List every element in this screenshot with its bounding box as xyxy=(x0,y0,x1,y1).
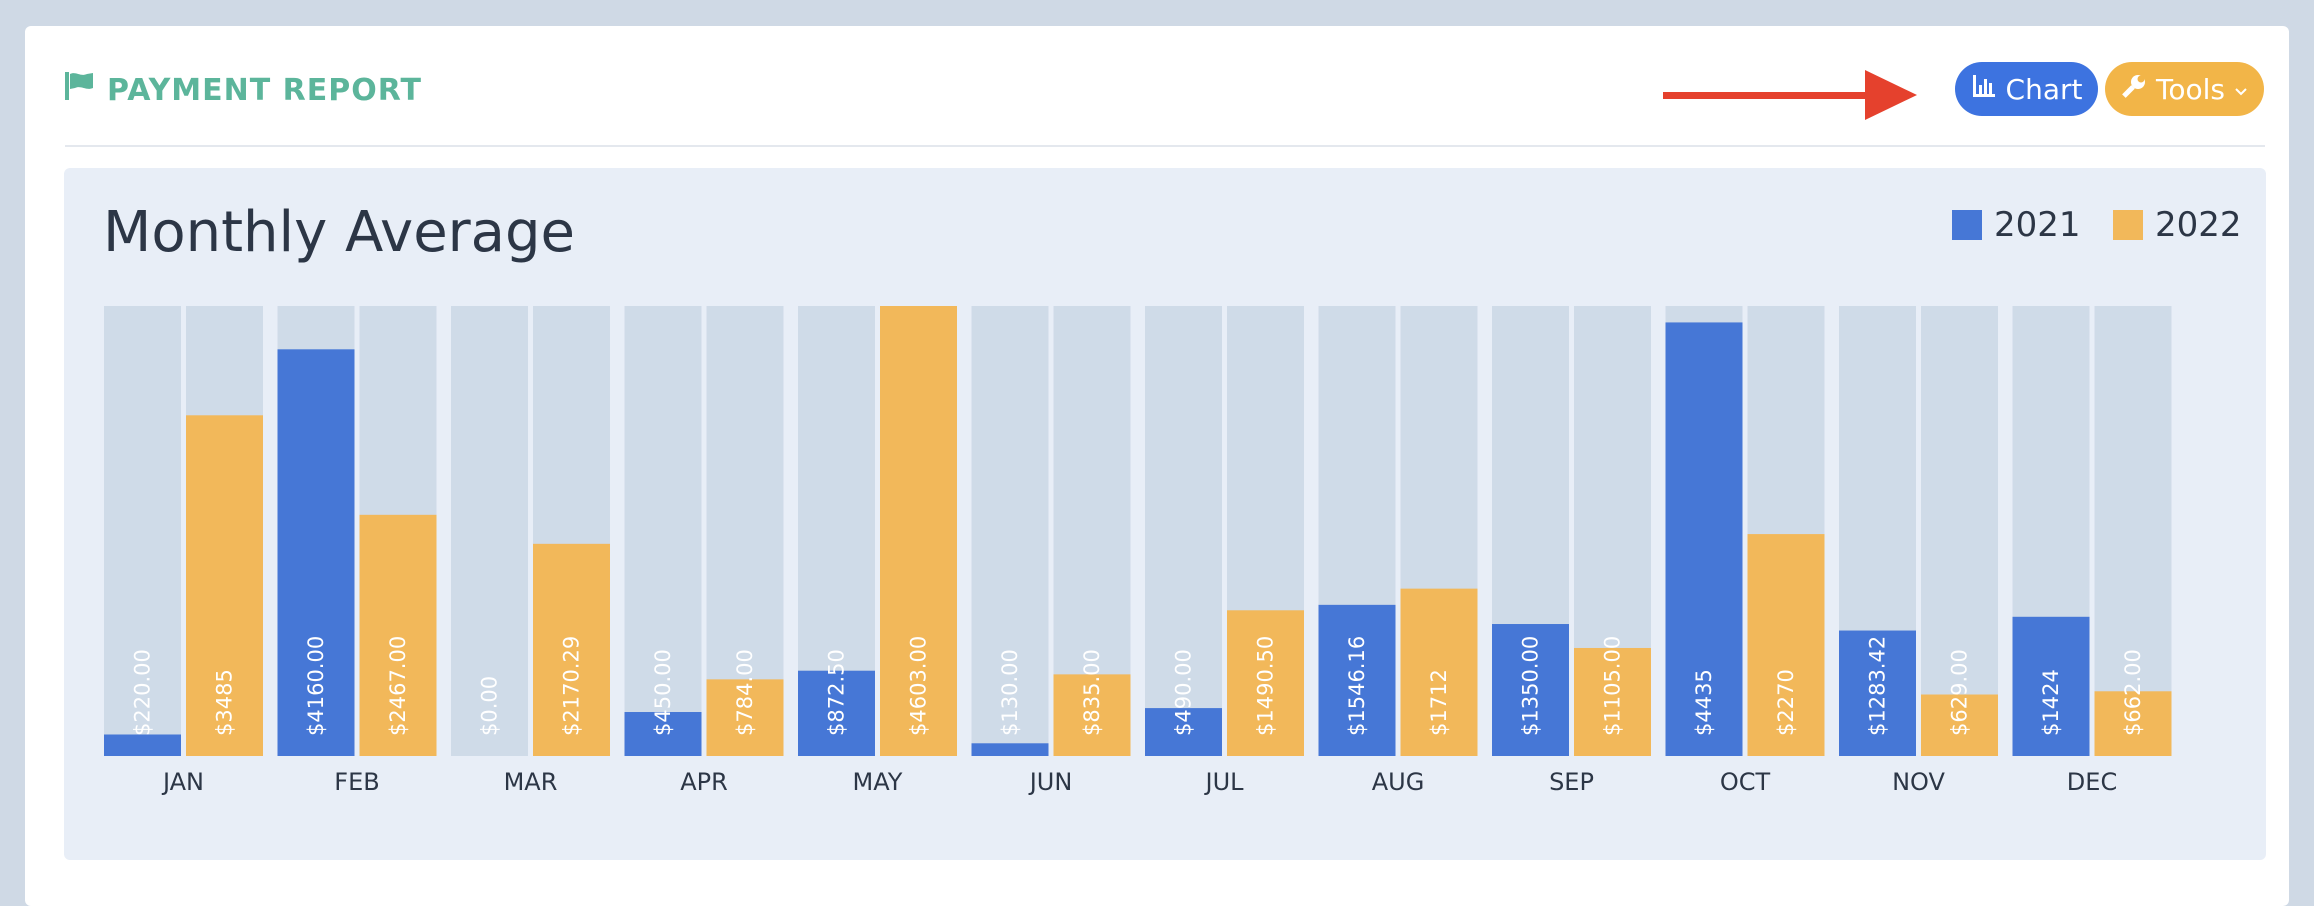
data-label-oct-2022: $2270 xyxy=(1774,669,1798,736)
bar-jan-2022[interactable] xyxy=(186,415,263,756)
legend-label-2021: 2021 xyxy=(1994,205,2081,245)
bar-jul-2022[interactable] xyxy=(1227,610,1304,756)
data-label-aug-2022: $1712 xyxy=(1427,669,1451,736)
bar-track-jan-2021 xyxy=(104,306,181,756)
x-tick-label-may: MAY xyxy=(853,768,903,796)
data-label-jun-2022: $835.00 xyxy=(1080,649,1104,736)
bar-dec-2021[interactable] xyxy=(2012,616,2090,756)
bar-may-2021[interactable] xyxy=(798,670,875,756)
data-label-jan-2021: $220.00 xyxy=(131,649,155,736)
data-label-nov-2021: $1283.42 xyxy=(1866,636,1890,736)
bar-aug-2021[interactable] xyxy=(1318,604,1396,756)
bar-nov-2021[interactable] xyxy=(1839,630,1916,756)
chevron-down-icon xyxy=(2234,73,2248,106)
data-label-may-2022: $4603.00 xyxy=(907,636,931,736)
data-label-feb-2022: $2467.00 xyxy=(386,636,410,736)
x-tick-label-jan: JAN xyxy=(161,768,204,796)
bar-mar-2022[interactable] xyxy=(533,543,610,756)
bar-track-mar-2021 xyxy=(451,306,528,756)
bar-jan-2021[interactable] xyxy=(104,734,181,756)
bar-oct-2022[interactable] xyxy=(1747,534,1825,756)
legend-label-2022: 2022 xyxy=(2155,205,2242,245)
data-label-dec-2022: $662.00 xyxy=(2121,649,2145,736)
data-label-sep-2021: $1350.00 xyxy=(1519,636,1543,736)
data-label-apr-2021: $450.00 xyxy=(651,649,675,736)
bar-chart-icon xyxy=(1971,73,1997,106)
wrench-icon xyxy=(2121,73,2147,106)
data-label-aug-2021: $1546.16 xyxy=(1345,636,1369,736)
data-label-mar-2022: $2170.29 xyxy=(560,636,584,736)
x-tick-label-aug: AUG xyxy=(1372,768,1425,796)
bar-oct-2021[interactable] xyxy=(1665,322,1743,756)
data-label-sep-2022: $1105.00 xyxy=(1601,636,1625,736)
x-tick-label-nov: NOV xyxy=(1892,768,1945,796)
x-tick-label-feb: FEB xyxy=(334,768,379,796)
data-label-nov-2022: $629.00 xyxy=(1948,649,1972,736)
bar-apr-2022[interactable] xyxy=(706,679,784,756)
data-label-feb-2021: $4160.00 xyxy=(304,636,328,736)
x-tick-label-jul: JUL xyxy=(1203,768,1244,796)
bar-jun-2021[interactable] xyxy=(971,743,1049,756)
legend-swatch-2021 xyxy=(1952,210,1982,240)
flag-icon xyxy=(65,72,95,108)
data-label-jun-2021: $130.00 xyxy=(998,649,1022,736)
page-title: PAYMENT REPORT xyxy=(65,70,422,110)
data-label-mar-2021: $0.00 xyxy=(478,676,502,736)
x-tick-label-apr: APR xyxy=(680,768,728,796)
data-label-jul-2022: $1490.50 xyxy=(1254,636,1278,736)
bar-sep-2021[interactable] xyxy=(1492,624,1569,756)
bar-feb-2022[interactable] xyxy=(359,514,437,756)
bar-may-2022[interactable] xyxy=(880,306,957,756)
data-label-jan-2022: $3485 xyxy=(213,669,237,736)
x-tick-label-mar: MAR xyxy=(504,768,558,796)
x-tick-label-oct: OCT xyxy=(1720,768,1771,796)
bar-dec-2022[interactable] xyxy=(2094,691,2172,756)
legend-item-2022: 2022 xyxy=(2113,205,2242,245)
bar-feb-2021[interactable] xyxy=(277,349,355,756)
bar-track-nov-2022 xyxy=(1921,306,1998,756)
chart-button[interactable]: Chart xyxy=(1955,62,2098,116)
bar-aug-2022[interactable] xyxy=(1400,588,1478,756)
x-tick-label-jun: JUN xyxy=(1028,768,1073,796)
legend-swatch-2022 xyxy=(2113,210,2143,240)
data-label-apr-2022: $784.00 xyxy=(733,649,757,736)
page-title-text: PAYMENT REPORT xyxy=(107,72,422,108)
bar-track-jun-2021 xyxy=(971,306,1049,756)
x-tick-label-sep: SEP xyxy=(1549,768,1594,796)
legend-item-2021: 2021 xyxy=(1952,205,2081,245)
header-divider xyxy=(65,145,2265,147)
annotation-arrow-icon xyxy=(1663,70,1917,120)
data-label-may-2021: $872.50 xyxy=(825,649,849,736)
bar-track-jul-2021 xyxy=(1145,306,1222,756)
x-tick-label-dec: DEC xyxy=(2067,768,2117,796)
chart-title: Monthly Average xyxy=(103,200,575,265)
bar-sep-2022[interactable] xyxy=(1574,647,1651,756)
chart-button-label: Chart xyxy=(2005,72,2083,106)
data-label-oct-2021: $4435 xyxy=(1692,669,1716,736)
tools-dropdown-button[interactable]: Tools xyxy=(2105,62,2264,116)
bar-jun-2022[interactable] xyxy=(1053,674,1131,756)
bar-apr-2021[interactable] xyxy=(624,712,702,756)
tools-button-label: Tools xyxy=(2156,72,2225,106)
bar-nov-2022[interactable] xyxy=(1921,694,1998,756)
bar-jul-2021[interactable] xyxy=(1145,708,1222,756)
bar-track-apr-2021 xyxy=(624,306,702,756)
data-label-dec-2021: $1424 xyxy=(2039,669,2063,736)
data-label-jul-2021: $490.00 xyxy=(1172,649,1196,736)
bar-track-dec-2022 xyxy=(2094,306,2172,756)
